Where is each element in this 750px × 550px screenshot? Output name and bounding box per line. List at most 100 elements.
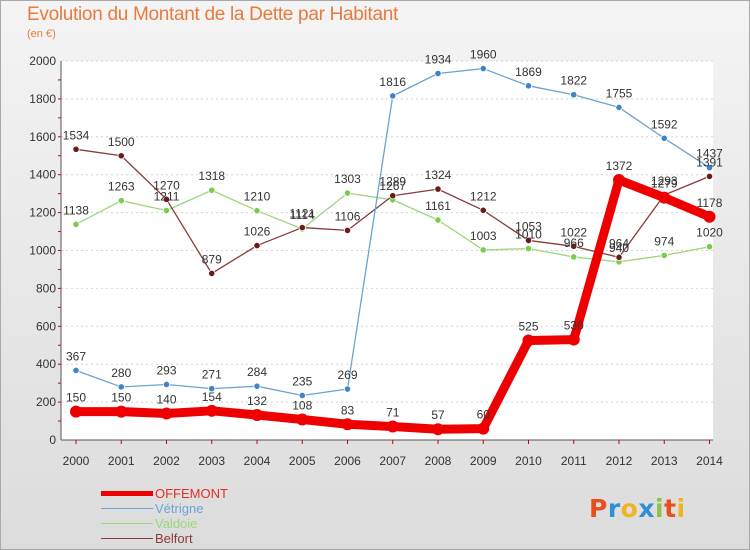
data-label: 271 (202, 368, 222, 382)
data-point (658, 191, 671, 204)
data-point (434, 69, 442, 78)
data-point (615, 253, 623, 261)
chart-subtitle: (en €) (27, 28, 56, 40)
data-point (705, 243, 714, 251)
data-point (208, 385, 216, 393)
data-point (343, 226, 352, 235)
data-label: 280 (111, 366, 131, 380)
y-tick-label: 1800 (29, 92, 56, 106)
data-label: 1592 (651, 117, 678, 131)
x-tick-label: 2009 (470, 454, 497, 468)
data-point (613, 174, 625, 187)
data-label: 1960 (470, 48, 497, 62)
logo-letter: i (655, 494, 665, 523)
x-tick-label: 2001 (108, 454, 135, 468)
data-point (162, 195, 171, 203)
data-point (705, 172, 714, 181)
data-label: 235 (292, 374, 312, 388)
y-tick-label: 1000 (29, 244, 56, 258)
data-label: 1022 (560, 225, 587, 239)
logo-letter: r (607, 494, 621, 523)
data-point (205, 404, 218, 417)
data-label: 71 (386, 406, 400, 420)
logo-letter: x (638, 494, 655, 523)
y-tick-label: 1600 (29, 130, 56, 144)
data-point (208, 186, 216, 194)
data-label: 1211 (154, 190, 180, 204)
data-label: 1289 (379, 175, 406, 189)
data-label: 1822 (560, 74, 587, 88)
data-point (389, 192, 397, 200)
data-label: 1178 (697, 196, 723, 210)
data-label: 1263 (108, 180, 135, 194)
data-point (432, 423, 444, 436)
data-point (660, 251, 668, 260)
data-label: 525 (518, 320, 538, 334)
data-label: 1303 (334, 172, 361, 186)
data-label: 1869 (515, 65, 542, 79)
legend-swatch (101, 538, 153, 539)
data-point (570, 242, 578, 250)
data-point (162, 380, 171, 389)
data-point (479, 206, 487, 214)
data-point (389, 92, 397, 100)
data-point (479, 246, 487, 254)
data-label: 1534 (63, 128, 90, 142)
data-label: 1270 (153, 178, 180, 192)
y-tick-label: 600 (36, 319, 56, 333)
data-point (253, 241, 261, 250)
data-label: 1138 (63, 203, 89, 217)
data-label: 83 (341, 403, 355, 417)
data-label: 1500 (108, 135, 135, 149)
data-point (70, 405, 82, 418)
data-point (253, 382, 261, 390)
data-point (208, 269, 216, 278)
x-tick-label: 2005 (289, 454, 316, 468)
data-label: 57 (431, 408, 445, 422)
legend-label: Vétrigne (155, 501, 204, 516)
data-label: 1293 (651, 174, 678, 188)
data-point (522, 334, 535, 347)
data-label: 1161 (425, 199, 451, 213)
data-label: 1003 (470, 229, 497, 243)
data-point (298, 223, 306, 232)
x-tick-label: 2011 (561, 454, 587, 468)
legend-swatch (101, 523, 153, 524)
data-point (703, 210, 716, 223)
data-label: 1267 (379, 179, 406, 193)
data-label: 879 (202, 252, 222, 266)
legend-label: OFFEMONT (155, 486, 228, 501)
data-point (705, 164, 714, 172)
data-label: 60 (477, 408, 491, 422)
data-label: 1437 (696, 147, 723, 161)
x-tick-label: 2000 (63, 454, 90, 468)
legend-swatch (101, 508, 153, 509)
data-point (72, 366, 80, 375)
x-tick-label: 2006 (334, 454, 361, 468)
data-label: 150 (111, 391, 131, 405)
data-label: 1053 (515, 219, 542, 233)
data-label: 940 (609, 241, 629, 255)
data-label: 1212 (470, 189, 497, 203)
y-tick-label: 800 (36, 281, 56, 295)
data-point (72, 145, 80, 153)
y-tick-label: 2000 (29, 54, 56, 68)
data-label: 1372 (606, 159, 633, 173)
data-point (477, 422, 490, 435)
logo-letter: t (664, 494, 677, 523)
data-label: 964 (609, 236, 629, 250)
data-point (615, 103, 623, 112)
x-tick-label: 2007 (379, 454, 406, 468)
data-label: 1010 (515, 228, 542, 242)
data-label: 1755 (606, 86, 633, 100)
data-label: 269 (337, 368, 357, 382)
data-point (298, 391, 306, 400)
data-label: 1391 (696, 155, 723, 169)
data-point (296, 413, 309, 426)
data-point (479, 64, 487, 73)
data-point (341, 418, 354, 431)
legend-label: Valdoie (155, 516, 198, 531)
data-label: 1279 (651, 177, 678, 191)
data-point (251, 408, 263, 421)
